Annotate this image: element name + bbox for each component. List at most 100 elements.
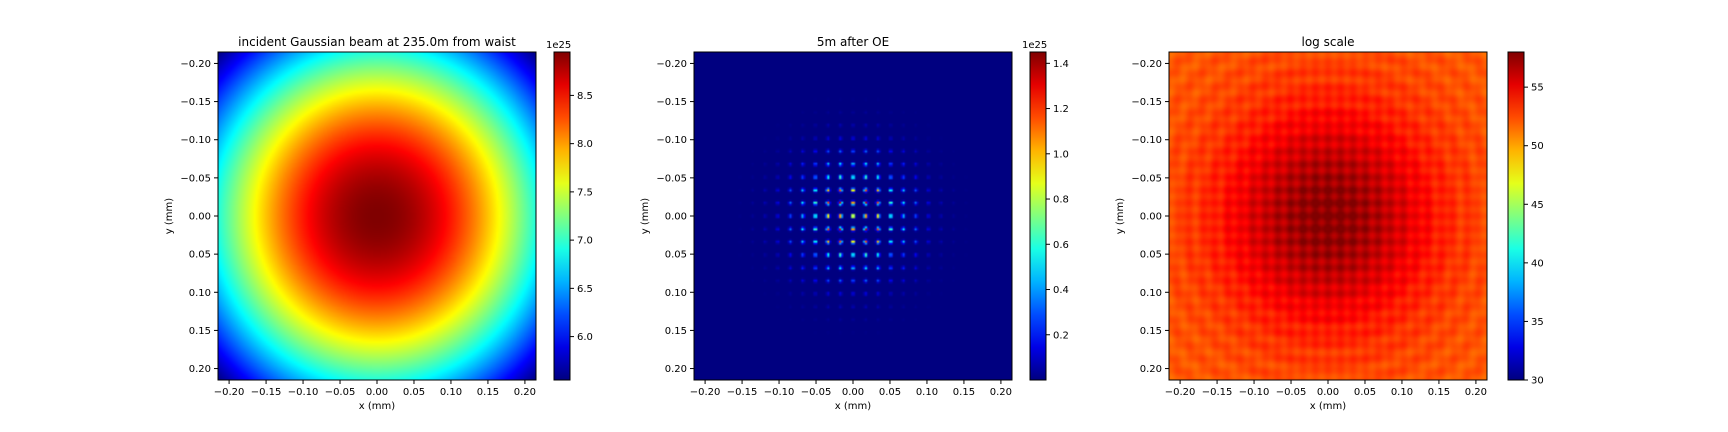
panel-3-x-ticks: −0.20 −0.15 −0.10 −0.05 0.00 0.05 0.10 0.15 0.20 — [1165, 380, 1487, 398]
panel-1-colorbar — [554, 52, 570, 380]
y-tick-label: 0.05 — [189, 250, 211, 261]
y-tick-label: 0.20 — [189, 364, 211, 375]
panel-3-ylabel: y (mm) — [1115, 198, 1126, 234]
panel-3: log scale −0.20 −0.15 −0.10 −0.05 0.00 0.05 0.… — [1115, 35, 1544, 412]
y-tick-label: −0.20 — [180, 59, 211, 70]
colorbar-tick-label: 6.5 — [577, 284, 593, 295]
y-tick-label: −0.10 — [1131, 135, 1162, 146]
panel-2-colorbar-ticks: 0.2 0.4 0.6 0.8 1.0 1.2 1.4 — [1046, 59, 1069, 341]
y-tick-label: −0.10 — [656, 135, 687, 146]
x-tick-label: 0.20 — [990, 387, 1012, 398]
panel-3-colorbar-frame — [1507, 51, 1525, 381]
y-tick-label: −0.15 — [656, 97, 687, 108]
x-tick-label: −0.10 — [288, 387, 319, 398]
colorbar-tick-label: 1.0 — [1053, 149, 1069, 160]
panel-2-x-ticks: −0.20 −0.15 −0.10 −0.05 0.00 0.05 0.10 0.15 0.20 — [690, 380, 1012, 398]
x-tick-label: −0.05 — [325, 387, 356, 398]
colorbar-tick-label: 0.8 — [1053, 195, 1069, 206]
panel-3-y-ticks: −0.20 −0.15 −0.10 −0.05 0.00 0.05 0.10 0.15 0.20 — [1131, 59, 1169, 375]
y-tick-label: 0.10 — [1140, 288, 1162, 299]
panel-2-y-ticks: −0.20 −0.15 −0.10 −0.05 0.00 0.05 0.10 0.15 0.20 — [656, 59, 694, 375]
x-tick-label: −0.10 — [1239, 387, 1270, 398]
x-tick-label: 0.10 — [916, 387, 938, 398]
colorbar-tick-label: 30 — [1531, 376, 1544, 387]
x-tick-label: 0.05 — [1354, 387, 1376, 398]
x-tick-label: 0.15 — [1428, 387, 1450, 398]
y-tick-label: 0.05 — [665, 250, 687, 261]
colorbar-tick-label: 6.0 — [577, 332, 593, 343]
panel-1-xlabel: x (mm) — [359, 401, 395, 412]
panel-1-heatmap-image — [218, 52, 536, 380]
x-tick-label: −0.15 — [727, 387, 758, 398]
colorbar-tick-label: 0.4 — [1053, 285, 1069, 296]
panel-2-xlabel: x (mm) — [835, 401, 871, 412]
x-tick-label: −0.20 — [214, 387, 245, 398]
colorbar-tick-label: 7.0 — [577, 236, 593, 247]
colorbar-tick-label: 55 — [1531, 83, 1544, 94]
panel-3-colorbar — [1508, 52, 1524, 380]
panel-1-colorbar-ticks: 6.0 6.5 7.0 7.5 8.0 8.5 — [570, 91, 593, 343]
panel-2-heatmap — [694, 52, 1012, 380]
y-tick-label: −0.10 — [180, 135, 211, 146]
y-tick-label: −0.15 — [180, 97, 211, 108]
x-tick-label: −0.20 — [690, 387, 721, 398]
x-tick-label: 0.20 — [1465, 387, 1487, 398]
panel-2: 5m after OE −0.20 −0.15 −0.10 −0.05 0.00 0.05… — [640, 35, 1069, 412]
panel-2-colorbar-offset: 1e25 — [1022, 40, 1047, 51]
x-tick-label: 0.00 — [842, 387, 864, 398]
y-tick-label: 0.00 — [1140, 212, 1162, 223]
x-tick-label: −0.20 — [1165, 387, 1196, 398]
panel-2-heatmap-image — [694, 52, 1012, 380]
x-tick-label: 0.00 — [366, 387, 388, 398]
colorbar-tick-label: 1.2 — [1053, 104, 1069, 115]
panel-1-x-ticks: −0.20 −0.15 −0.10 −0.05 0.00 0.05 0.10 0.15 0.20 — [214, 380, 536, 398]
y-tick-label: 0.10 — [189, 288, 211, 299]
colorbar-tick-label: 40 — [1531, 258, 1544, 269]
x-tick-label: −0.05 — [801, 387, 832, 398]
x-tick-label: −0.05 — [1276, 387, 1307, 398]
y-tick-label: −0.20 — [1131, 59, 1162, 70]
panel-2-ylabel: y (mm) — [640, 198, 651, 234]
x-tick-label: 0.05 — [403, 387, 425, 398]
panel-1-heatmap — [218, 52, 536, 380]
colorbar-tick-label: 35 — [1531, 317, 1544, 328]
y-tick-label: 0.20 — [665, 364, 687, 375]
panel-3-xlabel: x (mm) — [1310, 401, 1346, 412]
y-tick-label: −0.05 — [180, 173, 211, 184]
colorbar-tick-label: 8.0 — [577, 139, 593, 150]
x-tick-label: −0.10 — [764, 387, 795, 398]
colorbar-tick-label: 7.5 — [577, 187, 593, 198]
y-tick-label: −0.05 — [656, 173, 687, 184]
panel-2-colorbar — [1030, 52, 1046, 380]
colorbar-tick-label: 0.6 — [1053, 240, 1069, 251]
x-tick-label: 0.05 — [879, 387, 901, 398]
panel-1: incident Gaussian beam at 235.0m from wa… — [164, 35, 593, 412]
x-tick-label: 0.10 — [440, 387, 462, 398]
colorbar-tick-label: 45 — [1531, 200, 1544, 211]
y-tick-label: 0.00 — [189, 212, 211, 223]
x-tick-label: −0.15 — [251, 387, 282, 398]
panel-3-title: log scale — [1301, 35, 1354, 49]
x-tick-label: 0.15 — [953, 387, 975, 398]
colorbar-tick-label: 50 — [1531, 141, 1544, 152]
y-tick-label: 0.15 — [189, 326, 211, 337]
y-tick-label: 0.15 — [1140, 326, 1162, 337]
y-tick-label: −0.20 — [656, 59, 687, 70]
panel-2-colorbar-frame — [1029, 51, 1047, 381]
y-tick-label: 0.05 — [1140, 250, 1162, 261]
panel-2-title: 5m after OE — [817, 35, 889, 49]
panel-3-heatmap-image — [1169, 52, 1487, 380]
x-tick-label: 0.20 — [514, 387, 536, 398]
y-tick-label: −0.15 — [1131, 97, 1162, 108]
panel-1-title: incident Gaussian beam at 235.0m from wa… — [238, 35, 516, 49]
x-tick-label: 0.15 — [477, 387, 499, 398]
y-tick-label: 0.00 — [665, 212, 687, 223]
colorbar-tick-label: 0.2 — [1053, 330, 1069, 341]
y-tick-label: 0.15 — [665, 326, 687, 337]
panel-1-colorbar-frame — [553, 51, 571, 381]
panel-3-heatmap — [1169, 52, 1487, 380]
x-tick-label: 0.00 — [1317, 387, 1339, 398]
x-tick-label: 0.10 — [1391, 387, 1413, 398]
panel-1-ylabel: y (mm) — [164, 198, 175, 234]
